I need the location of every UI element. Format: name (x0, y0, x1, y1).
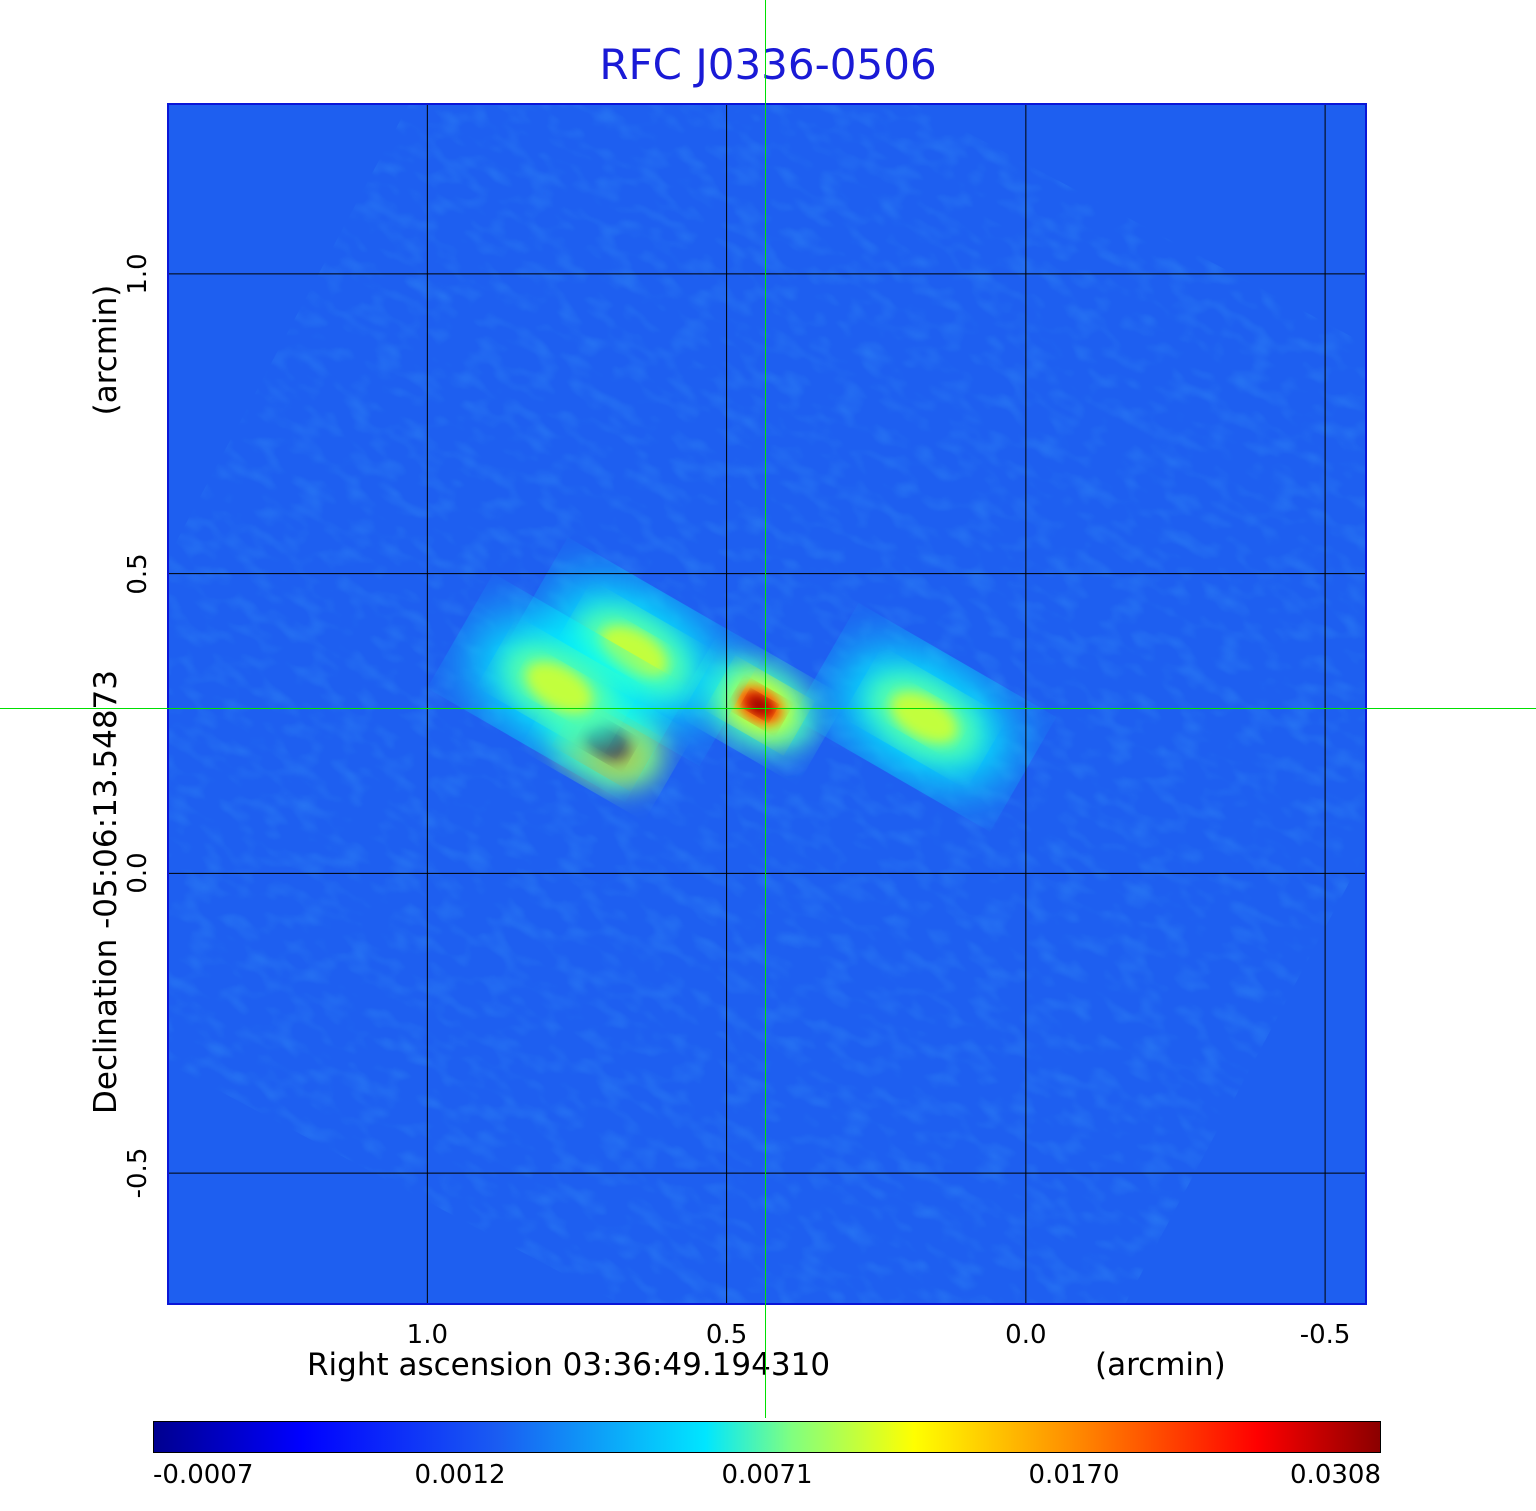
plot-area (167, 103, 1367, 1305)
chart-title: RFC J0336-0506 (599, 40, 937, 89)
intensity-map (169, 105, 1365, 1303)
source-component-1 (703, 658, 816, 753)
colorbar-tick-label-1: 0.0012 (414, 1460, 506, 1490)
x-tick-label-2: 0.0 (1005, 1320, 1047, 1350)
colorbar-tick-label-3: 0.0170 (1028, 1460, 1120, 1490)
colorbar (153, 1421, 1381, 1453)
x-tick-label-3: -0.5 (1299, 1320, 1351, 1350)
y-tick-label-3: -0.5 (123, 1147, 153, 1199)
source-component-4 (837, 650, 1011, 785)
y-axis-label: Declination -05:06:13.54873 (88, 670, 124, 1114)
x-tick-label-0: 1.0 (406, 1320, 449, 1350)
source-component-2 (547, 584, 721, 719)
y-axis-unit: (arcmin) (88, 284, 124, 416)
y-tick-label-1: 0.5 (123, 552, 153, 595)
y-tick-label-2: 0.0 (123, 852, 153, 895)
colorbar-tick-label-0: -0.0007 (153, 1460, 254, 1490)
colorbar-tick-label-4: 0.0308 (1290, 1460, 1381, 1490)
y-tick-label-0: 1.0 (123, 253, 153, 295)
x-tick-label-1: 0.5 (705, 1320, 748, 1350)
x-axis-unit: (arcmin) (1095, 1347, 1226, 1383)
x-axis-label: Right ascension 03:36:49.194310 (307, 1347, 831, 1383)
colorbar-tick-label-2: 0.0071 (721, 1460, 813, 1490)
